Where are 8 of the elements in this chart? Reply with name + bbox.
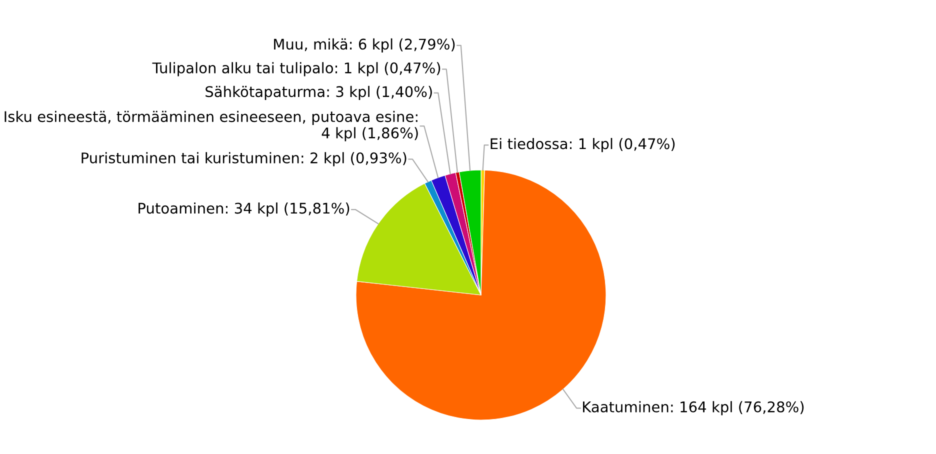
slice-label: Putoaminen: 34 kpl (15,81%) [138, 202, 350, 217]
slice-label: Puristuminen tai kuristuminen: 2 kpl (0,93%) [82, 152, 406, 166]
slice-label: Tulipalon alku tai tulipalo: 1 kpl (0,47%) [152, 62, 440, 76]
slice-label: Muu, mikä: 6 kpl (2,79%) [274, 38, 455, 52]
slice-label: Isku esineestä, törmääminen esineeseen, putoava esine: 4 kpl (1,86%) [4, 110, 418, 142]
slice-label: Sähkötapaturma: 3 kpl (1,40%) [206, 86, 432, 100]
slice-label: Ei tiedossa: 1 kpl (0,47%) [490, 138, 675, 152]
slice-label: Kaatuminen: 164 kpl (76,28%) [583, 401, 804, 416]
